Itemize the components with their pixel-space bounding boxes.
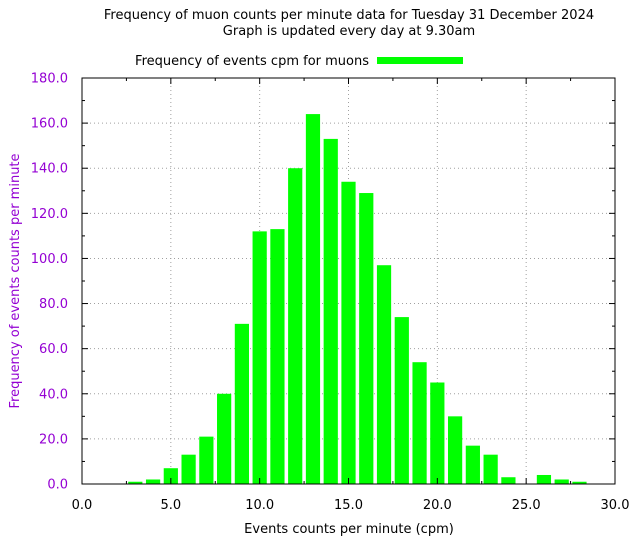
y-tick-label: 160.0	[31, 117, 68, 132]
chart-subtitle: Graph is updated every day at 9.30am	[223, 24, 475, 39]
y-tick-label: 180.0	[31, 72, 68, 87]
legend-swatch	[377, 57, 463, 64]
x-tick-label: 20.0	[423, 498, 452, 513]
y-axis-label: Frequency of events counts per minute	[8, 153, 23, 408]
x-tick-labels: 0.0 5.0 10.0 15.0 20.0 25.0 30.0	[72, 498, 630, 513]
y-tick-label: 20.0	[39, 432, 68, 447]
bar-7	[199, 436, 214, 484]
y-tick-label: 140.0	[31, 162, 68, 177]
bar-22	[465, 445, 480, 484]
bar-14	[323, 138, 338, 484]
bar-4	[145, 479, 161, 484]
bar-10	[252, 231, 267, 484]
bar-20	[430, 382, 445, 484]
chart-title: Frequency of muon counts per minute data…	[104, 8, 594, 23]
legend: Frequency of events cpm for muons	[135, 54, 463, 69]
bar-3	[128, 481, 143, 484]
x-tick-label: 15.0	[334, 498, 363, 513]
bar-11	[270, 229, 285, 484]
bar-6	[181, 454, 196, 484]
y-tick-label: 100.0	[31, 252, 68, 267]
y-tick-label: 80.0	[39, 297, 68, 312]
x-axis-label: Events counts per minute (cpm)	[244, 522, 454, 537]
axis-ticks	[81, 77, 616, 485]
bar-27	[554, 479, 569, 484]
bar-13	[305, 114, 321, 484]
legend-label: Frequency of events cpm for muons	[135, 54, 369, 69]
bar-9	[234, 323, 250, 484]
bar-24	[501, 477, 516, 484]
bar-18	[394, 317, 409, 484]
y-tick-label: 60.0	[39, 342, 68, 357]
y-tick-labels: 0.0 20.0 40.0 60.0 80.0 100.0 120.0 140.0 160.0 1…	[31, 72, 68, 493]
y-tick-label: 120.0	[31, 207, 68, 222]
bars	[128, 114, 587, 485]
bar-12	[288, 168, 303, 484]
x-tick-label: 0.0	[72, 498, 93, 513]
bar-15	[341, 181, 356, 484]
bar-23	[483, 454, 498, 484]
grid-lines	[82, 78, 615, 484]
bar-5	[163, 468, 178, 484]
x-tick-label: 25.0	[512, 498, 541, 513]
bar-26	[536, 474, 552, 484]
bar-28	[572, 481, 587, 484]
y-tick-label: 0.0	[47, 478, 68, 493]
bar-8	[217, 393, 232, 484]
x-tick-label: 30.0	[601, 498, 630, 513]
bar-16	[359, 193, 374, 485]
y-tick-label: 40.0	[39, 387, 68, 402]
x-tick-label: 10.0	[245, 498, 274, 513]
bar-17	[376, 265, 392, 484]
bar-21	[447, 416, 463, 484]
x-tick-label: 5.0	[160, 498, 181, 513]
bar-19	[412, 362, 427, 484]
